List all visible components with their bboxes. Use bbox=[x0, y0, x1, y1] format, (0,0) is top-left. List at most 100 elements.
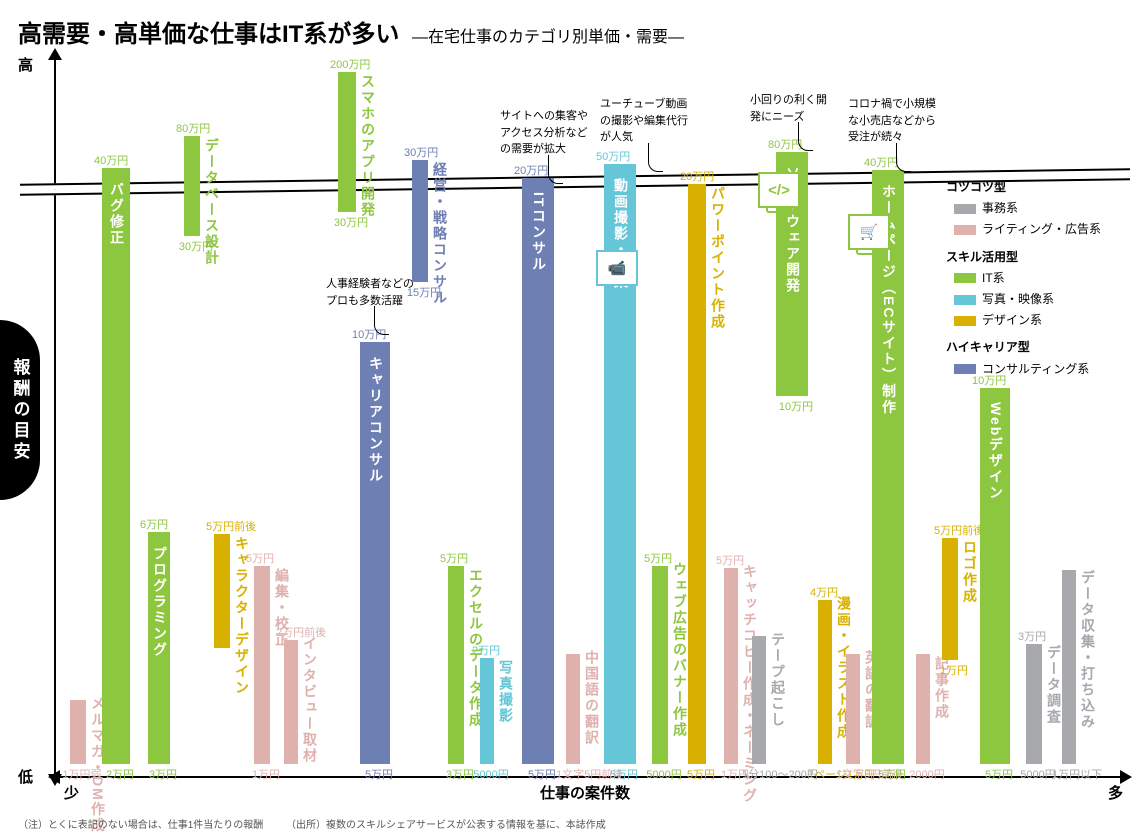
bar-label: ウェブ広告のバナー作成 bbox=[670, 562, 690, 738]
bar-label: バグ修正 bbox=[107, 182, 127, 246]
x-arrow-left bbox=[48, 770, 60, 784]
legend-item: 事務系 bbox=[954, 199, 1118, 218]
legend-swatch bbox=[954, 273, 976, 283]
legend-item: 写真・映像系 bbox=[954, 290, 1118, 309]
callout: ユーチューブ動画の撮影や編集代行が人気 bbox=[600, 96, 698, 146]
legend-swatch bbox=[954, 204, 976, 214]
bar-value-low: 1万円以下 bbox=[1052, 766, 1094, 782]
legend-swatch bbox=[954, 316, 976, 326]
legend-item: IT系 bbox=[954, 269, 1118, 288]
bar bbox=[818, 600, 832, 764]
bar bbox=[214, 534, 230, 648]
bar-value-low: 1文字5円前後 bbox=[556, 766, 598, 782]
legend-label: ライティング・広告系 bbox=[982, 220, 1101, 239]
chart-title: 高需要・高単価な仕事はIT系が多い bbox=[18, 21, 399, 48]
bar bbox=[942, 538, 958, 660]
legend-label: デザイン系 bbox=[982, 311, 1042, 330]
legend-item: ライティング・広告系 bbox=[954, 220, 1118, 239]
bar-value-low: 15万円 bbox=[402, 284, 446, 300]
bar-value-high: 6万円 bbox=[140, 516, 168, 532]
y-axis bbox=[54, 56, 56, 776]
category-icon: 📹 bbox=[596, 250, 638, 286]
bar-value-low: 5万円 bbox=[350, 766, 408, 782]
legend-label: 写真・映像系 bbox=[982, 290, 1054, 309]
bar bbox=[724, 568, 738, 764]
bar-value-low: 30万円 bbox=[328, 214, 374, 230]
bar bbox=[412, 160, 428, 282]
bar-value-high: 20万円 bbox=[514, 162, 548, 178]
bar-value-high: 20万円 bbox=[680, 168, 714, 184]
bar bbox=[566, 654, 580, 764]
legend-group: スキル活用型 bbox=[946, 248, 1118, 267]
callout: 小回りの利く開発にニーズ bbox=[750, 92, 830, 125]
bar-value-low: 2000円 bbox=[906, 766, 948, 782]
x-axis-title: 仕事の案件数 bbox=[540, 782, 630, 803]
bar-value-low: 3万円 bbox=[138, 766, 188, 782]
callout: サイトへの集客やアクセス分析などの需要が拡大 bbox=[500, 108, 598, 158]
bar bbox=[254, 566, 270, 764]
foot-note: （注）とくに表記のない場合は、仕事1件当たりの報酬 bbox=[18, 820, 263, 831]
bar-value-high: 40万円 bbox=[864, 154, 898, 170]
y-axis-label-text: 報酬の目安 bbox=[8, 358, 33, 463]
bar-value-high: 2万円 bbox=[472, 642, 500, 658]
bar-value-low: 1万円 bbox=[932, 662, 976, 678]
bar-label: 写真撮影 bbox=[496, 660, 516, 724]
bar-value-high: 30万円 bbox=[404, 144, 438, 160]
bar-label: パワーポイント作成 bbox=[708, 186, 728, 330]
bar bbox=[1026, 644, 1042, 764]
bar bbox=[184, 136, 200, 236]
bar bbox=[480, 658, 494, 764]
bar bbox=[70, 700, 86, 764]
callout: コロナ禍で小規模な小売店などから受注が続々 bbox=[848, 96, 946, 146]
bar-value-low: 10万円 bbox=[766, 398, 826, 414]
legend-group: ハイキャリア型 bbox=[946, 338, 1118, 357]
bar-value-high: 40万円 bbox=[94, 152, 128, 168]
footnote: （注）とくに表記のない場合は、仕事1件当たりの報酬 （出所）複数のスキルシェアサ… bbox=[18, 816, 626, 831]
legend-label: IT系 bbox=[982, 269, 1005, 288]
legend-swatch bbox=[954, 225, 976, 235]
bar-value-high: 5万円 bbox=[246, 550, 274, 566]
bar-label: データ調査 bbox=[1044, 645, 1064, 725]
bar-value-low: 1万円 bbox=[244, 766, 288, 782]
bar-value-low: 1分100〜200円 bbox=[742, 766, 784, 782]
y-tick-low: 低 bbox=[18, 766, 33, 787]
x-tick-few: 少 bbox=[64, 782, 79, 803]
bar-value-high: 5万円 bbox=[440, 550, 468, 566]
bar-label: データ収集・打ち込み bbox=[1078, 570, 1098, 730]
bar-value-high: 5万円 bbox=[644, 550, 672, 566]
bar bbox=[846, 654, 860, 764]
bar-value-high: 10万円 bbox=[972, 372, 1006, 388]
bar-value-high: 50万円 bbox=[596, 148, 630, 164]
bar-label: プログラミング bbox=[150, 546, 170, 658]
bar-label: キャリアコンサル bbox=[366, 356, 386, 484]
bar bbox=[284, 640, 298, 764]
bar-value-high: 4万円 bbox=[810, 584, 838, 600]
legend-group: コツコツ型 bbox=[946, 178, 1118, 197]
x-tick-many: 多 bbox=[1108, 782, 1123, 803]
bar-label: ロゴ作成 bbox=[960, 540, 980, 604]
bar-label: Webデザイン bbox=[986, 402, 1006, 501]
bar-label: スマホのアプリ開発 bbox=[358, 74, 378, 218]
bar bbox=[652, 566, 668, 764]
bar-value-low: 30万円 bbox=[174, 238, 218, 254]
foot-source: （出所）複数のスキルシェアサービスが公表する情報を基に、本誌作成 bbox=[286, 820, 606, 831]
category-icon: </> bbox=[758, 172, 800, 208]
bar-value-high: 3万円 bbox=[1018, 628, 1046, 644]
bar bbox=[448, 566, 464, 764]
y-arrow-up bbox=[48, 48, 62, 60]
bar-value-high: 5万円前後 bbox=[206, 518, 256, 534]
bar-label: テープ起こし bbox=[768, 632, 788, 728]
category-icon: 🛒 bbox=[848, 214, 890, 250]
bar bbox=[688, 184, 706, 764]
bar-value-high: 80万円 bbox=[176, 120, 210, 136]
bar-value-high: 5万円 bbox=[716, 552, 744, 568]
legend-item: デザイン系 bbox=[954, 311, 1118, 330]
bar bbox=[338, 72, 356, 212]
chart-subtitle: ―在宅仕事のカテゴリ別単価・需要― bbox=[412, 29, 684, 46]
bar-label: インタビュー取材 bbox=[300, 636, 320, 764]
bar-value-low: 5000円 bbox=[470, 766, 512, 782]
bar-value-high: 5万円前後 bbox=[934, 522, 984, 538]
legend-swatch bbox=[954, 295, 976, 305]
legend-label: 事務系 bbox=[982, 199, 1018, 218]
bar bbox=[752, 636, 766, 764]
